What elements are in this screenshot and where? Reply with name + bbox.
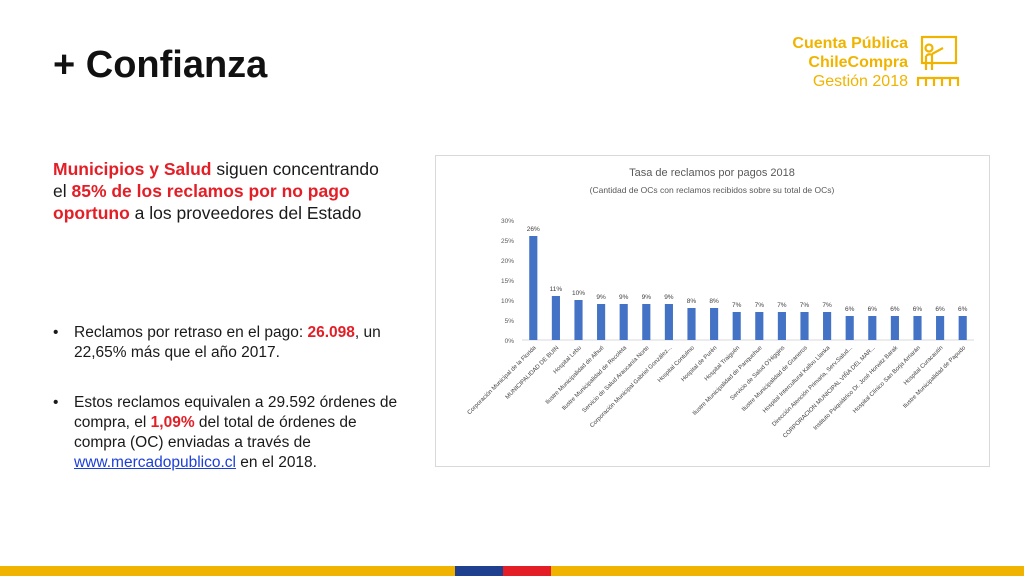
x-tick-label: Hospital Curacautín bbox=[903, 345, 945, 387]
bar-data-label: 26% bbox=[527, 226, 540, 233]
chart-panel: Tasa de reclamos por pagos 2018 (Cantida… bbox=[435, 155, 990, 467]
logo-line-3: Gestión 2018 bbox=[812, 73, 908, 90]
bar-data-label: 6% bbox=[935, 306, 945, 313]
chart-bar bbox=[687, 308, 696, 340]
bullet-text-part: , un 22,65% más que el año 2017. bbox=[74, 324, 381, 361]
bullet-text-part: Estos reclamos equivalen a 29.592 órdene… bbox=[74, 394, 398, 431]
bullet-text-part: del total de órdenes de compra (OC) envi… bbox=[74, 414, 357, 451]
logo-line-1: Cuenta Pública bbox=[792, 35, 908, 52]
bullet-marker: • bbox=[53, 324, 59, 341]
lead-paragraph: Municipios y Salud siguen concentrando e… bbox=[53, 158, 393, 224]
lead-text-1: siguen concentrando el bbox=[53, 159, 379, 201]
chart-bar bbox=[777, 312, 786, 340]
bar-data-label: 9% bbox=[664, 294, 674, 301]
bar-data-label: 9% bbox=[642, 294, 652, 301]
bar-data-label: 6% bbox=[913, 306, 923, 313]
chart-bar bbox=[868, 316, 877, 340]
bar-data-label: 6% bbox=[958, 306, 968, 313]
bullet-text-part: Reclamos por retraso en el pago: bbox=[74, 324, 308, 341]
bullet-highlight: 26.098 bbox=[307, 324, 355, 341]
mercadopublico-link[interactable]: www.mercadopublico.cl bbox=[74, 454, 236, 471]
chart-bar bbox=[913, 316, 922, 340]
chart-bar bbox=[890, 316, 899, 340]
bullet-text-part: en el 2018. bbox=[235, 454, 317, 471]
bar-chart: Tasa de reclamos por pagos 2018 (Cantida… bbox=[467, 167, 974, 440]
logo: Cuenta Pública ChileCompra Gestión 2018 bbox=[780, 34, 980, 92]
bullet-marker: • bbox=[53, 394, 59, 411]
chart-subtitle: (Cantidad de OCs con reclamos recibidos … bbox=[590, 185, 835, 195]
chart-bar bbox=[551, 296, 560, 340]
bar-data-label: 10% bbox=[572, 290, 585, 297]
chart-bar bbox=[755, 312, 764, 340]
chart-bar bbox=[800, 312, 809, 340]
chart-bar bbox=[710, 308, 719, 340]
bar-data-label: 7% bbox=[755, 302, 765, 309]
lead-text-2: a los proveedores del Estado bbox=[129, 203, 362, 223]
lead-highlight-1: Municipios y Salud bbox=[53, 159, 212, 179]
bullet-text: Estos reclamos equivalen a 29.592 órdene… bbox=[74, 393, 404, 473]
chart-bar bbox=[664, 304, 673, 340]
footer-stripe bbox=[0, 566, 1024, 576]
bar-data-label: 7% bbox=[822, 302, 832, 309]
y-tick-label: 0% bbox=[505, 338, 515, 345]
bar-data-label: 8% bbox=[687, 298, 697, 305]
y-tick-label: 5% bbox=[505, 318, 515, 325]
bullet-text: Reclamos por retraso en el pago: 26.098,… bbox=[74, 323, 404, 363]
x-tick-label: Corporación Municipal Gabriel González..… bbox=[589, 345, 673, 429]
y-tick-label: 10% bbox=[501, 298, 514, 305]
chart-bar bbox=[642, 304, 651, 340]
chart-bar bbox=[958, 316, 967, 340]
chart-bar bbox=[574, 300, 583, 340]
slide-title: + Confianza bbox=[53, 44, 268, 86]
bar-data-label: 7% bbox=[800, 302, 810, 309]
bar-data-label: 9% bbox=[596, 294, 606, 301]
bar-data-label: 8% bbox=[709, 298, 719, 305]
logo-line-2: ChileCompra bbox=[808, 54, 908, 71]
bar-data-label: 11% bbox=[550, 286, 563, 293]
bullet-highlight: 1,09% bbox=[150, 414, 195, 431]
x-tick-label: Instituto Psiquiátrico Dr. José Horwitz … bbox=[813, 344, 900, 431]
lead-highlight-2: 85% de los reclamos por no pago oportuno bbox=[53, 181, 350, 223]
y-tick-label: 15% bbox=[501, 278, 514, 285]
chart-bar bbox=[619, 304, 628, 340]
bar-data-label: 6% bbox=[845, 306, 855, 313]
chart-bar bbox=[529, 236, 538, 340]
chart-bar bbox=[845, 316, 854, 340]
bar-data-label: 6% bbox=[868, 306, 878, 313]
y-tick-label: 30% bbox=[501, 218, 514, 225]
logo-text: Cuenta Pública ChileCompra Gestión 2018 bbox=[780, 34, 908, 91]
x-tick-label: Dirección Atención Primaria, Serv.Salud.… bbox=[771, 345, 854, 428]
footer-stripe-red bbox=[503, 566, 551, 576]
footer-stripe-yellow-right bbox=[551, 566, 1024, 576]
chart-bar bbox=[732, 312, 741, 340]
bar-data-label: 6% bbox=[890, 306, 900, 313]
chart-bar bbox=[597, 304, 606, 340]
y-tick-label: 25% bbox=[501, 238, 514, 245]
chart-title: Tasa de reclamos por pagos 2018 bbox=[629, 167, 795, 179]
y-tick-label: 20% bbox=[501, 258, 514, 265]
bar-data-label: 9% bbox=[619, 294, 629, 301]
chart-bar bbox=[936, 316, 945, 340]
presenter-icon bbox=[916, 35, 960, 86]
bar-data-label: 7% bbox=[732, 302, 742, 309]
chart-bar bbox=[823, 312, 832, 340]
bar-data-label: 7% bbox=[777, 302, 787, 309]
footer-stripe-blue bbox=[455, 566, 503, 576]
footer-stripe-yellow bbox=[0, 566, 455, 576]
